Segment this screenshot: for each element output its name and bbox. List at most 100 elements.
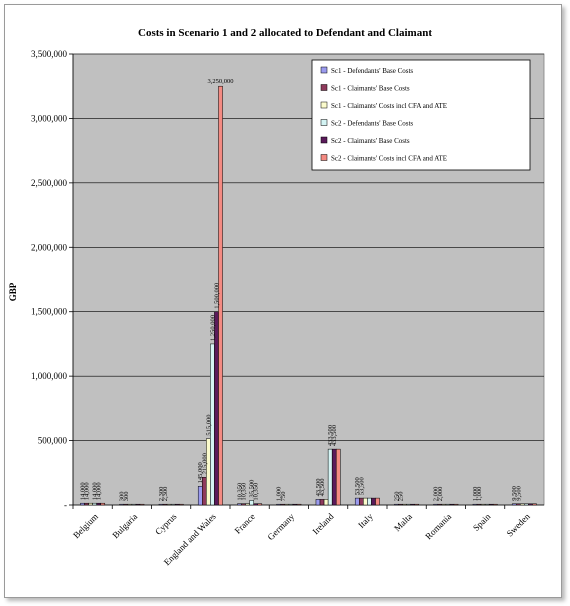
x-tick-label: Romania	[423, 511, 453, 541]
bar-value-label: 14,000	[92, 482, 99, 500]
bar	[359, 497, 364, 506]
y-axis-label: GBP	[8, 282, 18, 301]
bar	[323, 499, 329, 506]
bar	[492, 503, 498, 506]
y-tick-label: 2,500,000	[31, 178, 68, 188]
bar	[123, 503, 129, 506]
bar	[331, 448, 337, 506]
bar	[100, 502, 106, 506]
legend-swatch	[320, 136, 328, 144]
bar-value-label: 9,500	[511, 486, 518, 501]
bar-value-label: 14,000	[96, 482, 103, 500]
bar	[371, 497, 376, 506]
bar-value-label: 1,500,000	[213, 283, 220, 309]
bar	[437, 503, 443, 506]
x-tick-label: Spain	[471, 511, 493, 533]
bar	[135, 503, 141, 506]
bar-value-label: 43,500	[315, 479, 322, 497]
x-tick-label: Cyprus	[153, 511, 179, 537]
bar	[166, 503, 172, 506]
bar	[394, 503, 399, 506]
y-tick-label: 500,000	[38, 436, 68, 446]
bar	[375, 497, 380, 506]
y-tick-label: 3,500,000	[31, 49, 68, 59]
bar	[257, 503, 263, 506]
legend-swatch	[320, 101, 328, 109]
x-tick-label: Sweden	[505, 511, 533, 539]
bar-value-label: 10,350	[236, 483, 243, 501]
bar	[414, 503, 420, 506]
bar	[162, 503, 168, 506]
bar-value-label: 43,500	[319, 479, 326, 497]
bar	[453, 503, 459, 506]
bar	[445, 503, 451, 506]
bar-value-label: 1,000	[476, 487, 483, 502]
legend-entry: Sc1 - Claimants' Base Costs	[331, 85, 410, 93]
bar	[174, 503, 180, 506]
y-tick-label: 3,000,000	[31, 113, 68, 123]
bar-value-label: 250	[398, 491, 405, 501]
x-tick-label: France	[233, 511, 257, 535]
x-tick-label: Malta	[392, 511, 414, 533]
bar-value-label: 9,500	[515, 486, 522, 501]
bar-value-label: 1,000	[276, 487, 283, 502]
bar	[472, 503, 478, 506]
bar	[363, 497, 368, 506]
legend-box	[311, 59, 531, 171]
bar	[276, 503, 282, 506]
bar-labels: 14,000 300 2,300 145,000 10,350 1,000 43,500 53…	[79, 78, 522, 501]
x-tick-label: Ireland	[310, 511, 335, 536]
x-tick-label: Italy	[356, 511, 375, 530]
bar	[170, 503, 176, 506]
bar	[410, 503, 415, 506]
bar-value-label: 145,000	[197, 462, 204, 483]
legend-swatch	[320, 84, 328, 91]
bar	[354, 497, 360, 506]
bar-value-label: 2,300	[158, 487, 165, 502]
bar	[84, 502, 89, 506]
bar	[88, 502, 93, 506]
bar	[520, 503, 525, 506]
bar-value-label: 215,000	[201, 453, 208, 474]
bar-value-label: 14,000	[79, 482, 86, 500]
bar	[480, 503, 486, 506]
bar-value-label: 515,000	[205, 415, 212, 436]
legend-swatch	[320, 119, 328, 126]
bar	[284, 503, 290, 506]
x-tick-label: Germany	[266, 511, 297, 542]
bar	[80, 502, 85, 506]
bar	[441, 503, 447, 506]
bar	[296, 503, 302, 506]
bar-value-label: 1,000	[472, 487, 479, 502]
bar-value-label: 433,500	[327, 425, 334, 446]
bar	[96, 502, 101, 506]
bar-value-label: 10,350	[253, 483, 260, 501]
x-tick-label: Belgium	[71, 511, 100, 540]
bar-value-label: 250	[393, 491, 400, 501]
bar	[315, 499, 321, 506]
bar	[178, 503, 184, 506]
bar	[249, 500, 254, 506]
y-tick-label: 1,000,000	[31, 371, 68, 381]
bar-value-label: 2,300	[162, 487, 169, 502]
legend-swatch	[320, 66, 328, 74]
bar	[131, 503, 137, 506]
bar	[398, 503, 403, 506]
bar	[245, 503, 250, 506]
legend-entry: Sc2 - Claimants' Base Costs	[331, 137, 410, 145]
bar-value-label: 53,500	[354, 477, 361, 495]
bar-value-label: 35,500	[249, 480, 256, 498]
legend: Sc1 - Defendants' Base Costs Sc1 - Claima…	[311, 59, 531, 171]
chart-title: Costs in Scenario 1 and 2 allocated to D…	[138, 27, 432, 39]
bar	[433, 503, 439, 506]
legend-entry: Sc2 - Defendants' Base Costs	[331, 120, 413, 128]
bar-value-label: 10,350	[241, 483, 248, 501]
bar	[253, 503, 258, 506]
bar-value-label: 3,250,000	[208, 78, 234, 85]
y-axis: - 500,000 1,000,000 1,500,000 2,000,000 2,500…	[31, 49, 74, 510]
y-tick-label: -	[64, 500, 67, 510]
bar	[237, 503, 242, 506]
bar	[449, 503, 455, 506]
bar	[241, 503, 246, 506]
